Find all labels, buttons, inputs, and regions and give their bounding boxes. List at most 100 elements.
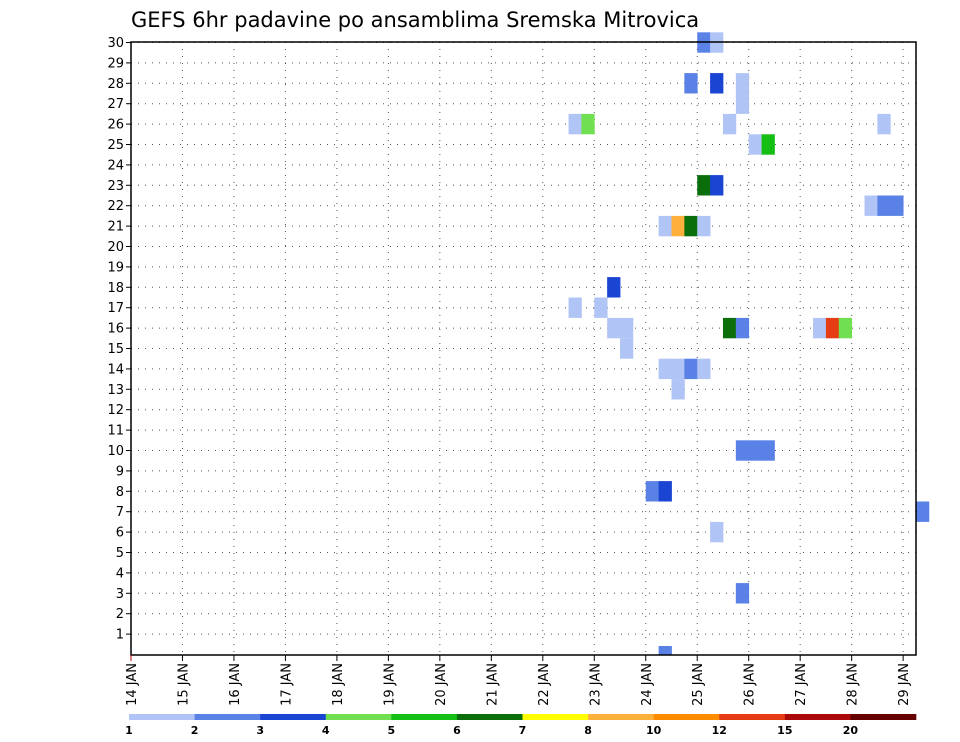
- precip-cell: [877, 195, 891, 216]
- x-tick-label: 19 JAN: [382, 663, 397, 706]
- x-tick-label: 15 JAN: [176, 663, 191, 706]
- x-tick-label: 22 JAN: [537, 663, 552, 706]
- y-tick-label: 18: [107, 281, 124, 296]
- legend-label: 2: [191, 724, 199, 737]
- legend-label: 15: [777, 724, 792, 737]
- precip-cell: [735, 440, 750, 461]
- y-tick-label: 1: [116, 628, 124, 643]
- legend-label: 3: [256, 724, 264, 737]
- precip-cell: [697, 358, 711, 380]
- y-tick-label: 15: [107, 342, 124, 357]
- y-tick-label: 23: [107, 179, 124, 194]
- y-tick-label: 2: [116, 607, 124, 622]
- legend-label: 1: [125, 724, 133, 737]
- precip-cell: [671, 358, 685, 380]
- y-tick-label: 27: [107, 97, 124, 112]
- precip-cell: [748, 440, 762, 461]
- precip-cell: [568, 113, 582, 135]
- legend-swatch: [325, 714, 392, 720]
- precip-cell: [684, 215, 698, 237]
- legend-label: 4: [322, 724, 330, 737]
- y-tick-label: 4: [116, 566, 124, 581]
- y-tick-label: 8: [116, 485, 124, 500]
- x-tick-label: 16 JAN: [228, 663, 243, 706]
- precip-cell: [581, 113, 595, 135]
- y-tick-label: 14: [107, 362, 124, 377]
- legend-swatch: [850, 714, 917, 720]
- precip-cell: [658, 481, 672, 502]
- precip-cell: [864, 195, 878, 216]
- precip-cell: [658, 646, 672, 655]
- precip-cell: [735, 317, 750, 339]
- x-tick-label: 21 JAN: [485, 663, 500, 706]
- y-tick-label: 6: [116, 526, 124, 541]
- precip-cell: [825, 317, 840, 339]
- x-tick-label: 27 JAN: [794, 663, 809, 706]
- x-tick-label: 26 JAN: [743, 663, 758, 706]
- y-tick-label: 22: [107, 199, 124, 214]
- chart-title: GEFS 6hr padavine po ansamblima Sremska …: [131, 8, 699, 32]
- legend-swatch: [784, 714, 851, 720]
- precip-cell: [710, 521, 724, 543]
- legend-swatch: [260, 714, 327, 720]
- color-legend: 1 2 3 4 5 6 7 8 10 12 15 20: [125, 714, 917, 737]
- legend-swatch: [653, 714, 720, 720]
- legend-swatch: [588, 714, 654, 720]
- legend-label: 20: [843, 724, 859, 737]
- x-tick-label: 23 JAN: [588, 663, 603, 706]
- legend-label: 6: [453, 724, 461, 737]
- y-tick-label: 25: [107, 138, 124, 153]
- grid: [130, 42, 916, 655]
- precip-cell: [722, 317, 737, 339]
- x-tick-label: 25 JAN: [691, 663, 706, 706]
- precip-cell: [568, 297, 582, 318]
- legend-swatch: [719, 714, 786, 720]
- y-tick-label: 11: [107, 424, 124, 439]
- precip-cell: [658, 358, 672, 380]
- y-tick-label: 10: [107, 444, 124, 459]
- x-tick-label: 17 JAN: [279, 663, 294, 706]
- precip-cell: [813, 317, 827, 339]
- precip-cell: [735, 583, 750, 604]
- legend-label: 5: [388, 724, 396, 737]
- legend-swatch: [522, 714, 589, 720]
- precip-cell: [620, 338, 634, 359]
- precip-cell: [607, 317, 621, 339]
- x-tick-label: 20 JAN: [434, 663, 449, 706]
- precip-cell: [671, 215, 685, 237]
- legend-swatch: [194, 714, 261, 720]
- y-tick-label: 26: [107, 118, 124, 133]
- y-tick-label: 3: [116, 587, 124, 602]
- precip-cell: [645, 481, 660, 502]
- y-tick-label: 13: [107, 383, 124, 398]
- precip-cell: [594, 297, 608, 318]
- precip-cell: [620, 317, 634, 339]
- legend-swatch: [391, 714, 458, 720]
- y-tick-label: 24: [107, 158, 124, 173]
- y-tick-label: 5: [116, 546, 124, 561]
- precipitation-cells: [568, 32, 930, 655]
- precip-cell: [658, 215, 672, 237]
- legend-swatch: [129, 714, 195, 720]
- legend-label: 10: [646, 724, 662, 737]
- legend-label: 8: [584, 724, 592, 737]
- y-tick-label: 19: [107, 260, 124, 275]
- precip-cell: [838, 317, 853, 339]
- y-tick-label: 28: [107, 77, 124, 92]
- x-axis: 14 JAN 15 JAN 16 JAN 17 JAN 18 JAN 19 JAN 20 J…: [125, 655, 912, 706]
- precip-cell: [722, 113, 737, 135]
- x-tick-label: 14 JAN: [125, 663, 140, 706]
- precip-cell: [684, 358, 698, 380]
- precip-cell: [735, 73, 750, 94]
- y-tick-label: 12: [107, 403, 124, 418]
- legend-label: 7: [519, 724, 527, 737]
- x-tick-label: 28 JAN: [846, 663, 861, 706]
- legend-swatch: [456, 714, 523, 720]
- precip-cell: [916, 501, 930, 522]
- y-tick-label: 16: [107, 322, 124, 337]
- precip-cell: [697, 215, 711, 237]
- precip-cell: [761, 134, 775, 155]
- precip-cell: [877, 113, 891, 135]
- precip-cell: [735, 93, 750, 114]
